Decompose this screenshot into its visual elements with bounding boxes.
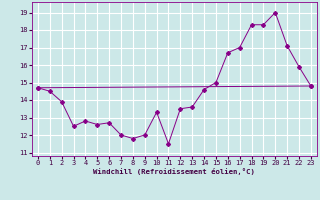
X-axis label: Windchill (Refroidissement éolien,°C): Windchill (Refroidissement éolien,°C): [93, 168, 255, 175]
